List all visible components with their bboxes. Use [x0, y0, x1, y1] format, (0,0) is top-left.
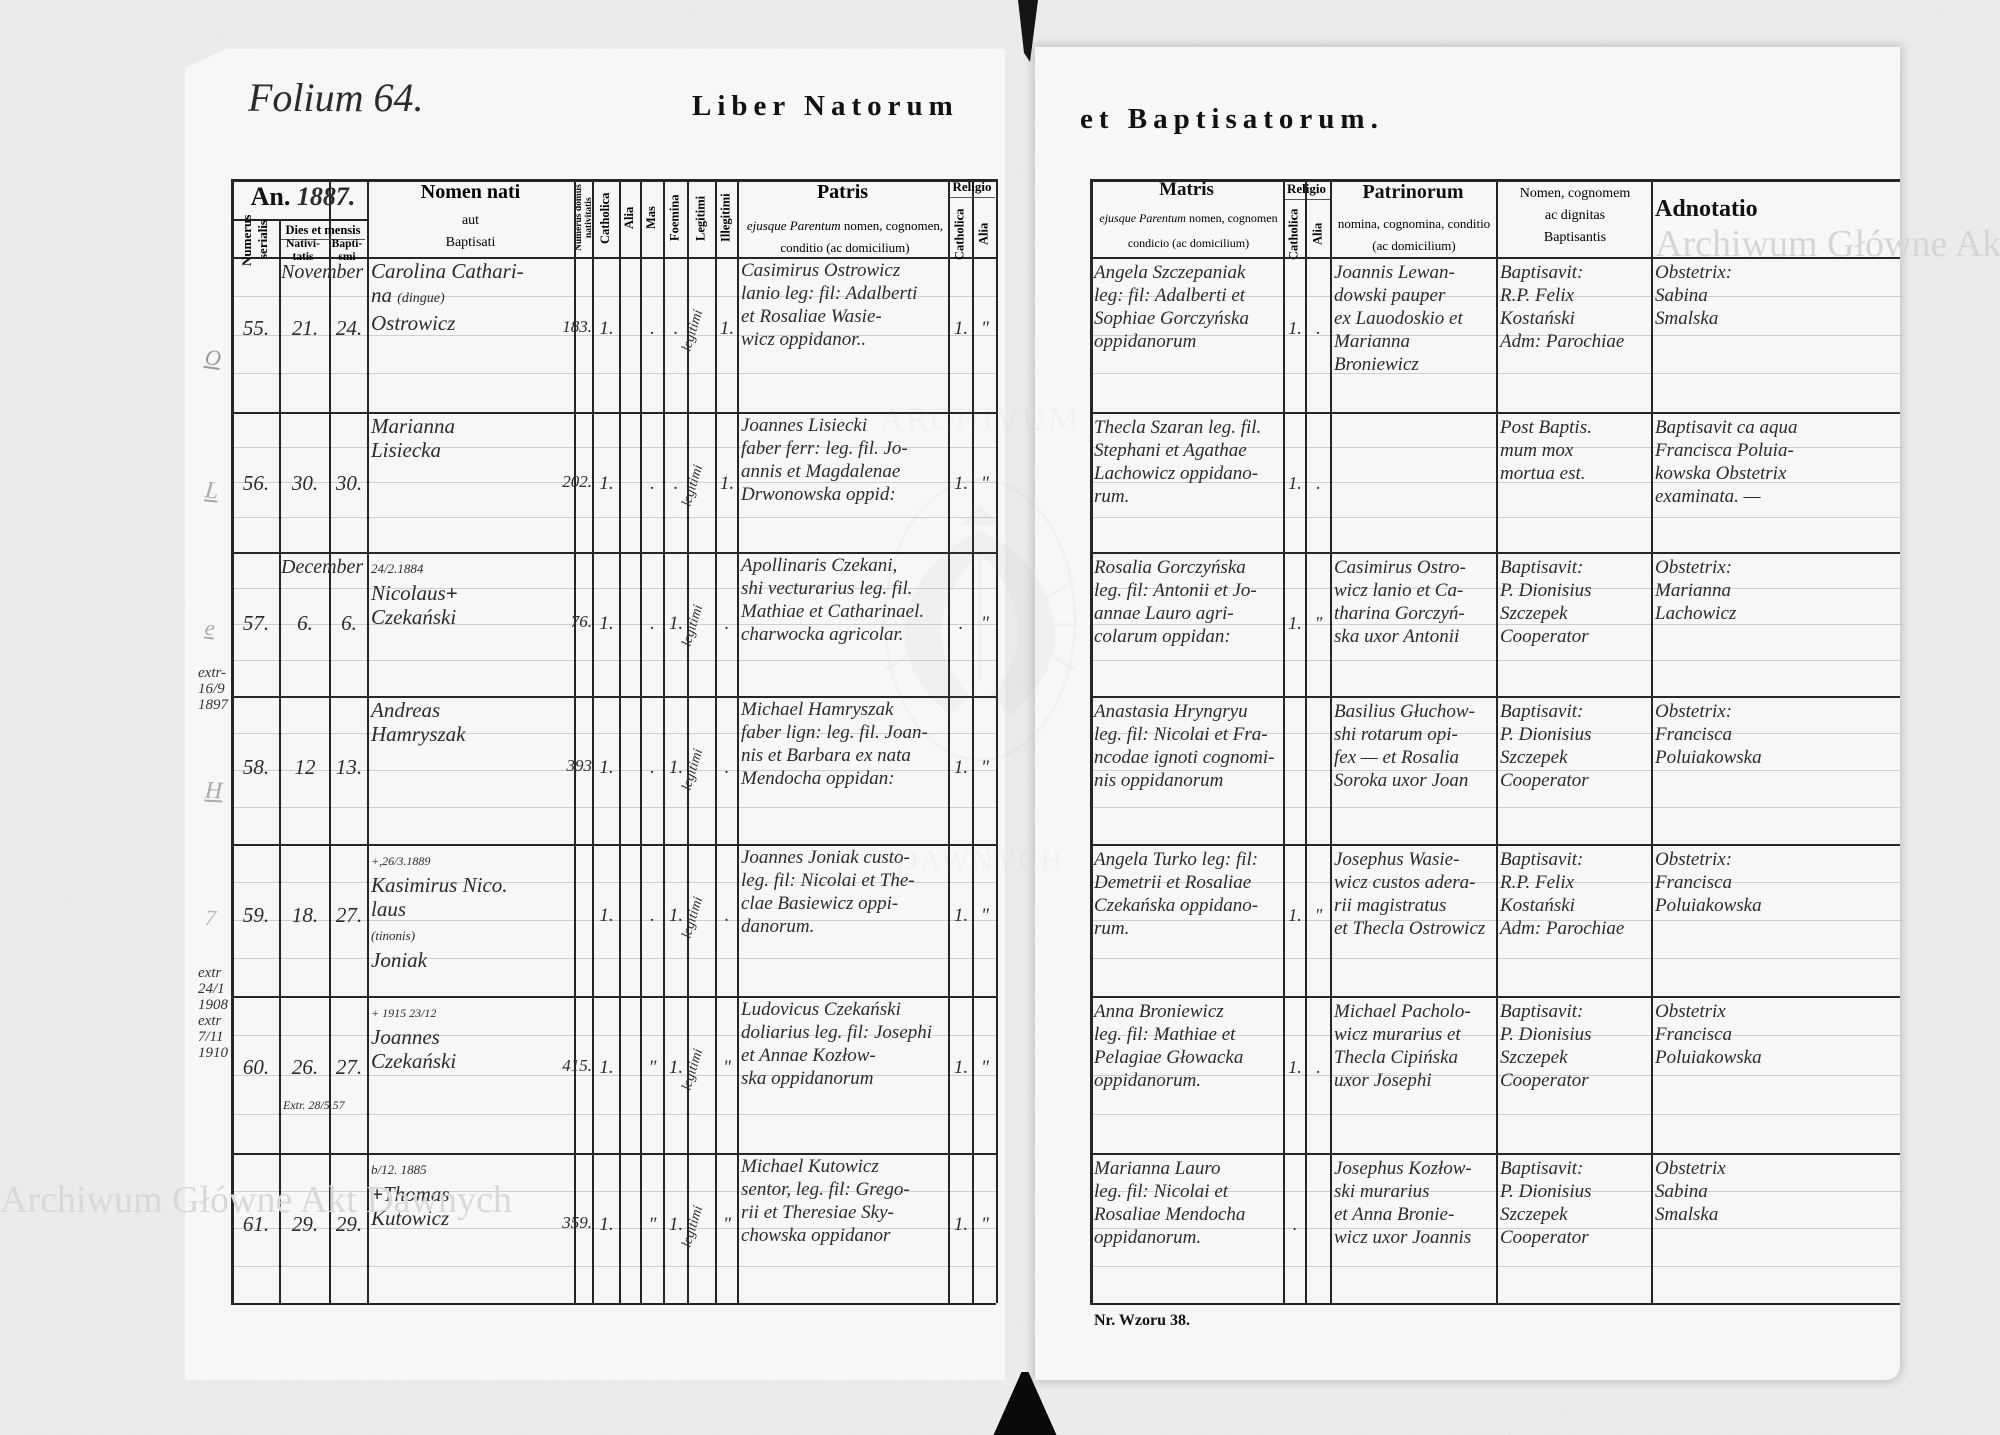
- svg-text:DAWNYCH: DAWNYCH: [896, 844, 1064, 877]
- svg-text:ARCHIVUM: ARCHIVUM: [879, 401, 1080, 438]
